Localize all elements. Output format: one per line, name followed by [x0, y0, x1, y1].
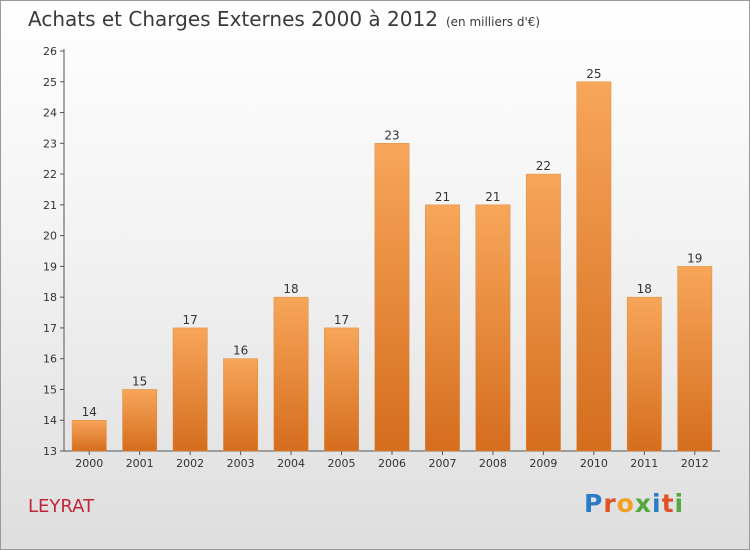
value-label-2001: 15 — [132, 374, 147, 388]
value-label-2002: 17 — [183, 313, 198, 327]
x-tick-label-2008: 2008 — [479, 457, 507, 470]
bar-2000 — [71, 419, 107, 452]
bar-2009 — [525, 173, 561, 452]
proxiti-logo: Proxiti — [584, 489, 684, 518]
x-tick-label-2010: 2010 — [580, 457, 608, 470]
y-tick-label: 22 — [43, 168, 57, 181]
bar-2006 — [374, 143, 410, 452]
y-tick-label: 15 — [43, 383, 57, 396]
logo-letter: i — [674, 489, 685, 518]
y-tick-label: 25 — [43, 76, 57, 89]
bar-2011 — [626, 296, 662, 452]
x-tick-label-2011: 2011 — [630, 457, 658, 470]
value-label-2009: 22 — [536, 159, 551, 173]
value-label-2008: 21 — [485, 190, 500, 204]
x-tick-label-2002: 2002 — [176, 457, 204, 470]
y-tick-label: 26 — [43, 45, 57, 58]
y-tick-label: 23 — [43, 137, 57, 150]
y-tick-label: 21 — [43, 199, 57, 212]
title-text: Achats et Charges Externes 2000 à 2012 — [28, 7, 438, 31]
x-tick-label-2012: 2012 — [681, 457, 709, 470]
x-tick-label-2005: 2005 — [328, 457, 356, 470]
value-label-2006: 23 — [384, 128, 399, 142]
x-tick-label-2009: 2009 — [529, 457, 557, 470]
y-tick-label: 16 — [43, 353, 57, 366]
value-label-2005: 17 — [334, 313, 349, 327]
value-label-2007: 21 — [435, 190, 450, 204]
x-tick-label-2000: 2000 — [75, 457, 103, 470]
logo-letter: P — [584, 489, 604, 518]
x-tick-label-2003: 2003 — [227, 457, 255, 470]
y-tick-label: 19 — [43, 260, 57, 273]
y-tick-label: 18 — [43, 291, 57, 304]
y-tick-label: 24 — [43, 107, 57, 120]
bar-2010 — [576, 81, 612, 452]
bar-2007 — [425, 204, 460, 452]
value-label-2011: 18 — [637, 282, 652, 296]
bar-2008 — [475, 204, 511, 452]
bar-2001 — [122, 389, 158, 452]
value-label-2004: 18 — [283, 282, 298, 296]
bar-2004 — [273, 296, 309, 452]
logo-letter: x — [634, 489, 652, 518]
chart-title: Achats et Charges Externes 2000 à 2012 (e… — [28, 7, 540, 31]
x-tick-label-2004: 2004 — [277, 457, 305, 470]
y-tick-label: 20 — [43, 230, 57, 243]
logo-letter: i — [652, 489, 662, 518]
x-tick-label-2007: 2007 — [428, 457, 456, 470]
place-name: LEYRAT — [28, 496, 95, 517]
y-tick-label: 17 — [43, 322, 57, 335]
logo-letter: o — [616, 489, 635, 518]
logo-letter: t — [661, 489, 675, 518]
bar-2012 — [677, 266, 713, 452]
y-tick-label: 13 — [43, 445, 57, 458]
x-tick-label-2006: 2006 — [378, 457, 406, 470]
value-label-2012: 19 — [687, 251, 702, 265]
value-label-2010: 25 — [586, 67, 601, 81]
bar-2003 — [223, 358, 259, 452]
x-tick-label-2001: 2001 — [126, 457, 154, 470]
bar-2005 — [324, 327, 359, 452]
value-label-2000: 14 — [82, 405, 97, 419]
y-tick-label: 14 — [43, 414, 57, 427]
value-label-2003: 16 — [233, 344, 248, 358]
bar-2002 — [172, 327, 208, 452]
chart-subtitle: (en milliers d'€) — [445, 15, 541, 29]
logo-letter: r — [603, 489, 617, 518]
